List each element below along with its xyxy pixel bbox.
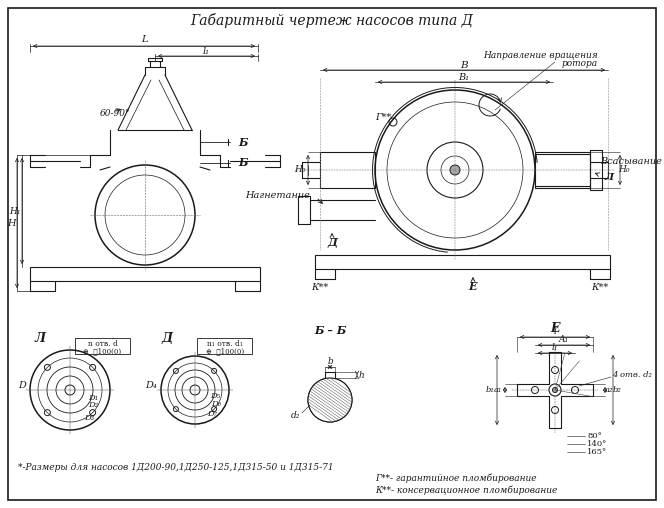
Text: A₁: A₁: [559, 335, 569, 344]
Text: 60-90°: 60-90°: [100, 109, 131, 117]
Text: D₄: D₄: [145, 382, 157, 391]
Bar: [30, 267, 260, 281]
Text: К**: К**: [311, 282, 329, 292]
Text: К**: К**: [592, 282, 609, 292]
Text: H₀: H₀: [294, 166, 305, 175]
Text: D₆: D₆: [211, 400, 221, 408]
Bar: [535, 152, 590, 188]
Text: l₁: l₁: [552, 343, 558, 353]
Text: B₁: B₁: [459, 73, 469, 81]
Text: D₅: D₅: [210, 392, 220, 400]
Text: Б: Б: [238, 137, 248, 147]
Text: Всасывание: Всасывание: [600, 157, 662, 167]
Text: Нагнетание: Нагнетание: [245, 190, 310, 200]
Text: n отв. d: n отв. d: [88, 340, 118, 348]
Text: D₃: D₃: [84, 414, 94, 422]
Text: Габаритный чертеж насосов типа Д: Габаритный чертеж насосов типа Д: [191, 13, 473, 27]
Text: l₁: l₁: [203, 47, 210, 55]
Text: a₁: a₁: [494, 386, 502, 394]
Text: ⊕  ⌀100(0): ⊕ ⌀100(0): [83, 347, 121, 355]
Text: D₇: D₇: [207, 410, 217, 418]
Text: Б: Б: [238, 157, 248, 169]
Circle shape: [549, 384, 561, 396]
Circle shape: [552, 388, 558, 393]
Text: Г**: Г**: [375, 113, 391, 122]
Text: d₂: d₂: [291, 410, 300, 420]
Text: h: h: [358, 370, 364, 379]
Bar: [325, 372, 335, 378]
Text: Л: Л: [35, 332, 46, 344]
Text: D: D: [18, 382, 26, 391]
Text: H: H: [7, 218, 15, 228]
Text: 165°: 165°: [587, 448, 607, 456]
Text: Е: Е: [469, 281, 477, 293]
Text: D₂: D₂: [88, 401, 98, 409]
Text: ⊕  ⌀100(0): ⊕ ⌀100(0): [206, 347, 244, 355]
Text: Л: Л: [604, 174, 613, 182]
Text: b: b: [327, 358, 333, 366]
Bar: [75, 338, 130, 354]
Text: B: B: [460, 60, 468, 70]
Text: Е: Е: [550, 322, 560, 334]
Text: Д: Д: [327, 238, 337, 248]
Text: n₁ отв. d₁: n₁ отв. d₁: [207, 340, 243, 348]
Text: *-Размеры для насосов 1Д200-90,1Д250-125,1Д315-50 и 1Д315-71: *-Размеры для насосов 1Д200-90,1Д250-125…: [18, 463, 333, 472]
Text: D₁: D₁: [88, 394, 98, 402]
Text: 4 отв. d₂: 4 отв. d₂: [612, 371, 652, 379]
Text: H₁: H₁: [9, 206, 21, 215]
Circle shape: [308, 378, 352, 422]
Bar: [197, 338, 252, 354]
Text: Г**- гарантийное пломбирование: Г**- гарантийное пломбирование: [375, 473, 537, 483]
Text: b₂: b₂: [613, 386, 622, 394]
Text: Д: Д: [161, 332, 173, 344]
Text: b₁: b₁: [485, 386, 495, 394]
Circle shape: [308, 378, 352, 422]
Text: 80°: 80°: [587, 432, 602, 440]
Bar: [315, 255, 610, 269]
Circle shape: [450, 165, 460, 175]
Text: a₂: a₂: [605, 386, 613, 394]
Text: К**- консервационное пломбирование: К**- консервационное пломбирование: [375, 485, 557, 495]
Text: Направление вращения: Направление вращения: [483, 50, 598, 59]
Text: 140°: 140°: [587, 440, 608, 448]
Text: l: l: [554, 328, 556, 336]
Text: ротора: ротора: [562, 59, 598, 69]
Text: Б – Б: Б – Б: [314, 325, 346, 335]
Text: H₀: H₀: [618, 166, 629, 175]
Bar: [320, 152, 375, 188]
Text: L: L: [141, 36, 147, 45]
